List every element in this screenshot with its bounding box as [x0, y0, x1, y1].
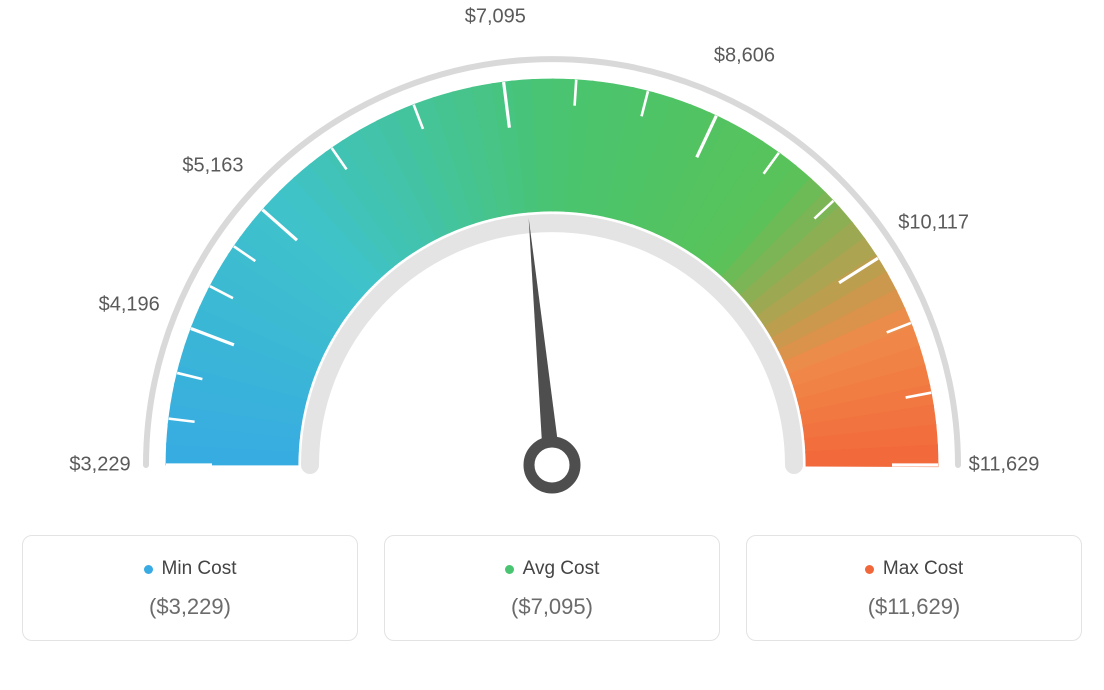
summary-cards: Min Cost ($3,229) Avg Cost ($7,095) Max …: [0, 535, 1104, 641]
max-cost-header: Max Cost: [865, 558, 963, 580]
avg-cost-label: Avg Cost: [523, 558, 600, 580]
min-cost-value: ($3,229): [23, 594, 357, 620]
max-cost-value: ($11,629): [747, 594, 1081, 620]
gauge-tick-label: $5,163: [182, 155, 243, 178]
gauge-tick-label: $8,606: [714, 45, 775, 68]
dot-icon: [144, 565, 153, 574]
gauge-tick-label: $3,229: [69, 454, 130, 477]
min-cost-header: Min Cost: [144, 558, 237, 580]
gauge-tick-label: $11,629: [969, 454, 1040, 477]
gauge-tick-label: $10,117: [898, 211, 969, 234]
dot-icon: [865, 565, 874, 574]
gauge-svg: [0, 0, 1104, 510]
max-cost-label: Max Cost: [883, 558, 963, 580]
min-cost-label: Min Cost: [162, 558, 237, 580]
min-cost-card: Min Cost ($3,229): [22, 535, 358, 641]
dot-icon: [505, 565, 514, 574]
avg-cost-header: Avg Cost: [505, 558, 600, 580]
gauge-tick-label: $7,095: [465, 5, 526, 28]
avg-cost-card: Avg Cost ($7,095): [384, 535, 720, 641]
gauge-chart: $3,229 $4,196 $5,163 $7,095 $8,606 $10,117 $11…: [0, 0, 1104, 510]
gauge-tick-label: $4,196: [99, 294, 160, 317]
avg-cost-value: ($7,095): [385, 594, 719, 620]
max-cost-card: Max Cost ($11,629): [746, 535, 1082, 641]
